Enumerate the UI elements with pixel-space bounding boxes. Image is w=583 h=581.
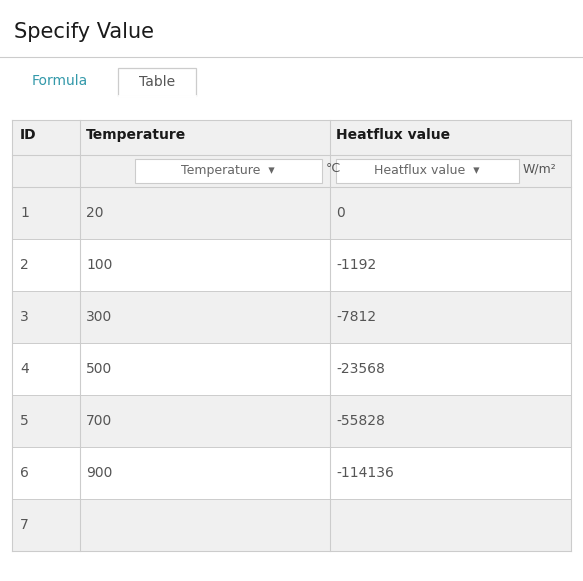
Text: 3: 3 [20, 310, 29, 324]
Text: 4: 4 [20, 362, 29, 376]
Text: W/m²: W/m² [523, 162, 557, 175]
Text: -7812: -7812 [336, 310, 376, 324]
Text: -55828: -55828 [336, 414, 385, 428]
Text: 300: 300 [86, 310, 113, 324]
Text: Temperature: Temperature [86, 128, 186, 142]
Text: Specify Value: Specify Value [14, 22, 154, 42]
Bar [135, 159, 322, 183]
Bar [12, 291, 571, 343]
Bar [12, 187, 571, 239]
Text: Temperature  ▾: Temperature ▾ [181, 164, 275, 177]
Bar [12, 155, 571, 187]
Text: 100: 100 [86, 258, 113, 272]
Bar [12, 120, 571, 155]
Bar [118, 68, 196, 96]
Text: 7: 7 [20, 518, 29, 532]
Bar [12, 239, 571, 291]
Bar [12, 447, 571, 499]
Text: 700: 700 [86, 414, 113, 428]
Bar [336, 159, 519, 183]
Bar [12, 395, 571, 447]
Text: 500: 500 [86, 362, 113, 376]
Text: -114136: -114136 [336, 466, 394, 480]
Text: -1192: -1192 [336, 258, 376, 272]
Text: Formula: Formula [32, 74, 88, 88]
Text: 6: 6 [20, 466, 29, 480]
Bar [12, 499, 571, 551]
Text: 20: 20 [86, 206, 104, 220]
Text: 5: 5 [20, 414, 29, 428]
Text: 900: 900 [86, 466, 113, 480]
Text: Heatflux value  ▾: Heatflux value ▾ [374, 164, 480, 177]
Text: -23568: -23568 [336, 362, 385, 376]
Text: °C: °C [326, 162, 341, 175]
Text: Table: Table [139, 75, 175, 89]
Text: 0: 0 [336, 206, 345, 220]
Text: 1: 1 [20, 206, 29, 220]
Bar [12, 343, 571, 395]
Text: ID: ID [20, 128, 37, 142]
Text: Heatflux value: Heatflux value [336, 128, 450, 142]
Text: 2: 2 [20, 258, 29, 272]
